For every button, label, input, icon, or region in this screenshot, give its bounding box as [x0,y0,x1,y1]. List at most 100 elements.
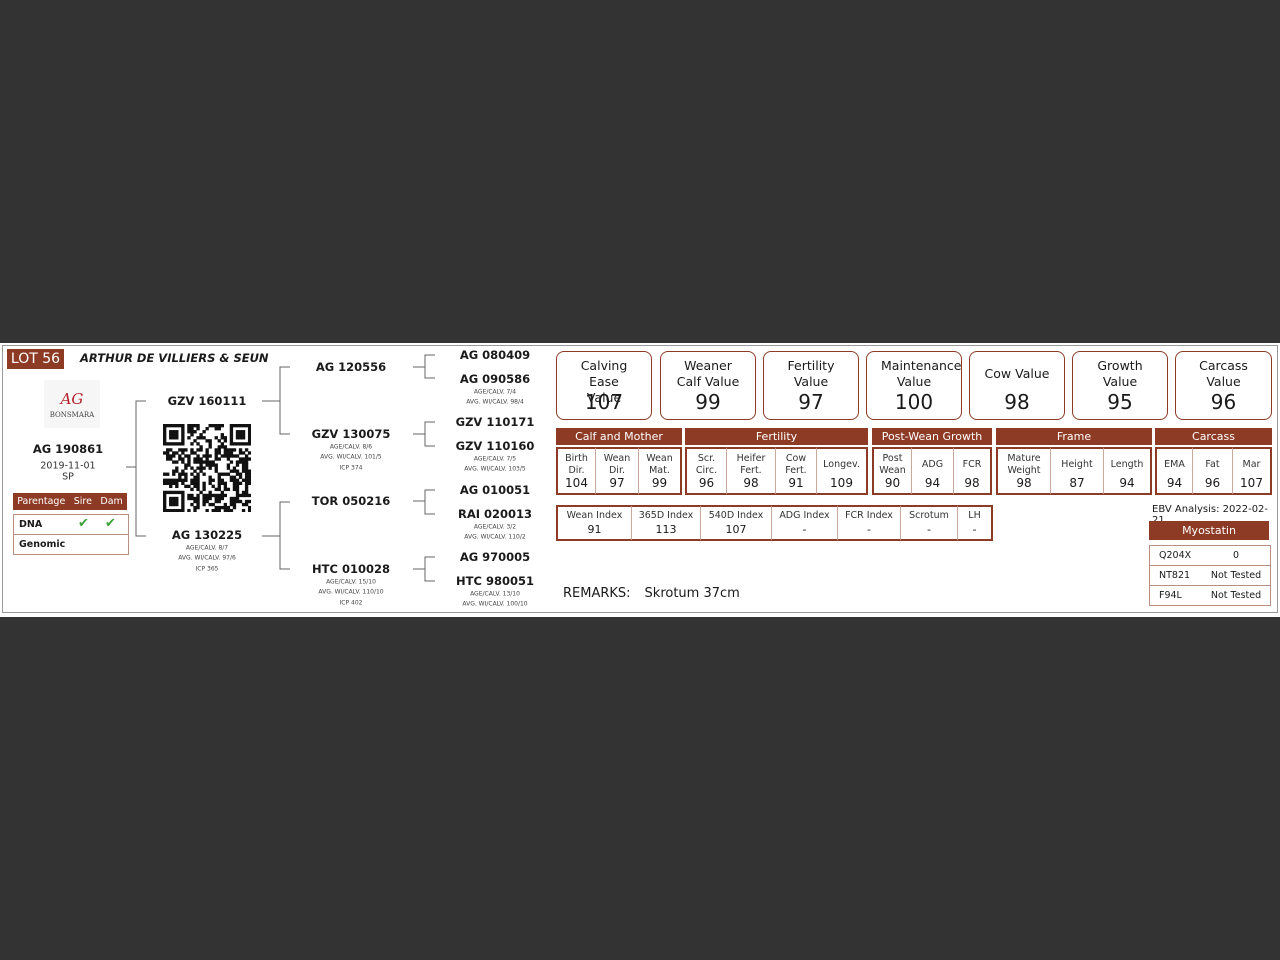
qr-module [220,505,224,510]
qr-module [196,460,200,464]
qr-module [226,448,231,452]
qr-module [175,451,179,455]
qr-module [181,499,185,504]
pedigree-detail: AVG. WI/CALV. 98/4 [466,398,524,406]
qr-module [205,448,209,452]
qr-module [214,454,218,458]
qr-module [244,499,249,504]
qr-module [229,433,234,437]
qr-module [175,433,179,437]
qr-module [202,466,206,470]
qr-module [238,481,243,485]
qr-module [199,463,203,467]
value-box-title: Maintenance Value [881,358,962,389]
qr-module [229,427,234,431]
qr-module [175,481,179,485]
qr-module [172,442,176,446]
qr-module [202,499,206,504]
qr-module [247,469,251,473]
logo-mark: AG [60,390,84,408]
qr-module [202,460,206,464]
qr-module [244,502,249,507]
qr-module [196,427,200,431]
qr-module [181,469,185,473]
ebv-group-4: Carcass [1155,428,1272,445]
qr-module [232,442,237,446]
qr-module [193,484,197,489]
qr-module [220,442,224,446]
pedigree-detail: AVG. WI/CALV. 101/5 [320,453,382,461]
pedigree-detail: AGE/CALV. 3/2 [473,523,517,530]
ebv-cell: Wean Dir. 97 [596,447,639,495]
value-box: Weaner Calf Value 99 [660,351,756,420]
qr-module [217,475,221,479]
qr-module [235,460,240,464]
qr-module [187,457,191,461]
qr-module [235,424,240,428]
qr-module [199,445,203,449]
qr-module [214,466,218,470]
qr-module [166,448,170,452]
qr-module [220,433,224,437]
qr-module [238,451,243,455]
qr-module [247,451,251,455]
qr-module [196,493,200,498]
bonsmara-logo: AG BONSMARA [44,380,100,428]
result: Not Tested [1210,590,1262,601]
qr-module [220,436,224,440]
qr-module [208,466,212,470]
qr-module [220,445,224,449]
qr-module [178,508,182,512]
qr-module [208,502,212,507]
qr-module [193,499,197,504]
qr-module [244,454,249,458]
qr-module [202,436,206,440]
qr-module [166,478,170,482]
ebv-value: 104 [565,476,588,490]
qr-module [175,466,179,470]
index-label: LH [968,510,981,521]
qr-module [205,460,209,464]
qr-module [181,457,185,461]
qr-module [190,478,194,482]
ebv-group-0: Calf and Mother [556,428,682,445]
qr-module [181,481,185,485]
qr-module [169,448,173,452]
qr-module [244,493,249,498]
qr-module [241,430,246,434]
ebv-value: 98 [743,476,759,490]
qr-module [181,442,185,446]
qr-module [205,463,209,467]
qr-module [220,472,224,476]
qr-module [172,478,176,482]
index-cell: Wean Index 91 [556,505,632,541]
value-box: Cow Value 98 [969,351,1065,420]
value-box-value: 107 [584,390,624,414]
qr-module [244,469,249,473]
qr-module [247,508,251,512]
value-box: Fertility Value 97 [763,351,859,420]
qr-module [244,472,249,476]
qr-module [232,478,237,482]
ebv-label: Post Wean [879,453,906,476]
qr-module [214,424,218,428]
qr-module [166,490,170,495]
value-box-value: 99 [695,390,721,414]
pedigree-detail: ICP 365 [195,565,219,573]
qr-module [184,478,188,482]
qr-module [217,508,221,512]
qr-module [163,433,167,437]
qr-module [172,472,176,476]
qr-module [229,424,234,428]
qr-module [172,508,176,512]
value-box: Growth Value 95 [1072,351,1168,420]
ebv-value: 94 [1166,476,1183,490]
index-value: 91 [587,523,602,536]
qr-module [187,508,191,512]
qr-module [247,472,251,476]
value-box-title: Calving Ease Value [580,358,628,405]
pedigree-detail: AVG. WI/CALV. 103/5 [464,465,526,473]
qr-module [166,442,170,446]
qr-module [175,499,179,504]
qr-module [235,487,240,492]
